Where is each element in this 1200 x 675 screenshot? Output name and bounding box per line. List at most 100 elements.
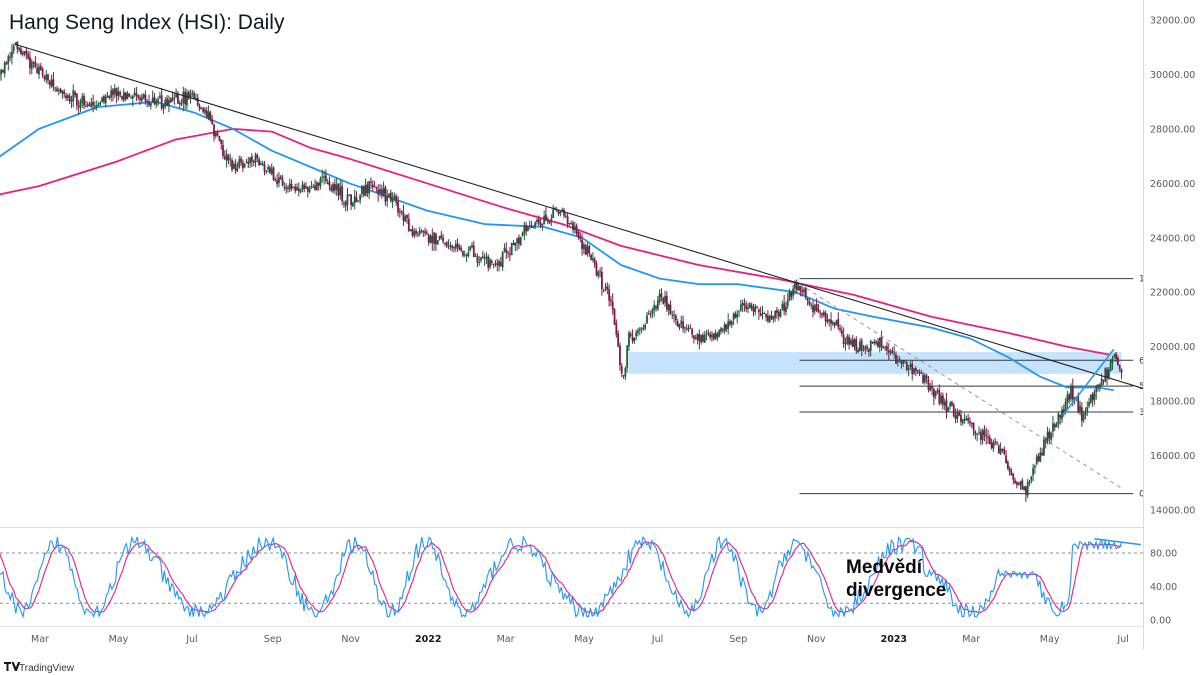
candle-body[interactable] (864, 346, 867, 350)
candle-body[interactable] (187, 91, 190, 99)
candle-body[interactable] (375, 186, 378, 189)
candle-body[interactable] (301, 184, 304, 190)
candle-body[interactable] (756, 306, 758, 308)
candle-body[interactable] (1066, 394, 1069, 403)
candle-body[interactable] (1057, 413, 1060, 425)
candle-body[interactable] (846, 336, 849, 344)
candle-body[interactable] (781, 304, 784, 310)
candle-body[interactable] (460, 248, 463, 251)
candle-body[interactable] (1052, 423, 1054, 432)
candle-body[interactable] (400, 211, 403, 213)
candle-body[interactable] (95, 105, 98, 107)
candle-body[interactable] (68, 95, 71, 101)
candle-body[interactable] (205, 110, 208, 118)
tradingview-logo[interactable]: TradingView (4, 662, 75, 674)
candle-body[interactable] (92, 101, 95, 106)
candle-body[interactable] (315, 182, 318, 190)
candle-body[interactable] (149, 102, 152, 107)
candle-body[interactable] (339, 187, 342, 196)
candle-body[interactable] (575, 225, 578, 234)
candle-body[interactable] (674, 315, 677, 321)
candle-body[interactable] (229, 159, 232, 161)
candle-body[interactable] (249, 157, 251, 164)
candle-body[interactable] (456, 243, 459, 248)
candle-body[interactable] (997, 445, 1000, 454)
candle-body[interactable] (617, 333, 620, 347)
candle-body[interactable] (902, 360, 905, 364)
candle-body[interactable] (314, 185, 316, 190)
candle-body[interactable] (231, 160, 233, 170)
candle-body[interactable] (79, 101, 82, 107)
candle-body[interactable] (599, 271, 601, 273)
candle-body[interactable] (56, 88, 58, 92)
candle-body[interactable] (514, 242, 517, 246)
candle-body[interactable] (943, 401, 946, 406)
candle-body[interactable] (548, 220, 551, 224)
candle-body[interactable] (914, 368, 917, 371)
candle-body[interactable] (45, 74, 48, 80)
candle-body[interactable] (682, 321, 684, 329)
candle-body[interactable] (157, 99, 159, 103)
candle-body[interactable] (377, 189, 380, 194)
candle-body[interactable] (435, 233, 437, 245)
candle-body[interactable] (99, 102, 102, 105)
candle-body[interactable] (1034, 465, 1036, 468)
candle-body[interactable] (954, 415, 957, 419)
candle-body[interactable] (602, 290, 605, 292)
candle-body[interactable] (1082, 414, 1085, 420)
candle-body[interactable] (124, 92, 127, 100)
candle-body[interactable] (449, 245, 452, 247)
candle-body[interactable] (790, 291, 793, 297)
candle-body[interactable] (635, 332, 638, 337)
candle-body[interactable] (887, 350, 890, 353)
candle-body[interactable] (350, 194, 353, 206)
candle-body[interactable] (615, 323, 618, 335)
candle-body[interactable] (81, 96, 84, 103)
candle-body[interactable] (265, 170, 268, 173)
candle-body[interactable] (393, 195, 396, 199)
candle-body[interactable] (440, 235, 443, 238)
candle-body[interactable] (696, 334, 699, 341)
candle-body[interactable] (1084, 412, 1087, 416)
candle-body[interactable] (287, 187, 289, 189)
candle-body[interactable] (875, 341, 878, 344)
candle-body[interactable] (198, 105, 201, 110)
candle-body[interactable] (579, 236, 582, 239)
candle-body[interactable] (566, 216, 569, 225)
candle-body[interactable] (956, 411, 959, 419)
candle-body[interactable] (546, 220, 549, 222)
candle-body[interactable] (552, 209, 555, 219)
stochastic-pane[interactable] (0, 535, 1143, 619)
candle-body[interactable] (39, 65, 42, 70)
candle-body[interactable] (160, 95, 163, 109)
candle-body[interactable] (815, 303, 818, 310)
candle-body[interactable] (1021, 480, 1024, 489)
candle-body[interactable] (398, 211, 401, 213)
candle-body[interactable] (819, 312, 822, 314)
candle-body[interactable] (970, 422, 973, 425)
candle-body[interactable] (1048, 431, 1051, 439)
candle-body[interactable] (207, 111, 210, 119)
candle-body[interactable] (886, 345, 888, 351)
candle-body[interactable] (1043, 438, 1045, 456)
candle-body[interactable] (1120, 368, 1123, 373)
candle-body[interactable] (718, 330, 721, 337)
candle-body[interactable] (608, 289, 611, 301)
candle-body[interactable] (985, 434, 988, 437)
candle-body[interactable] (523, 225, 526, 234)
candle-body[interactable] (698, 334, 701, 342)
candle-body[interactable] (656, 300, 659, 310)
candle-body[interactable] (581, 239, 583, 249)
candle-body[interactable] (665, 295, 668, 310)
divergence-line[interactable] (1094, 537, 1142, 546)
candle-body[interactable] (406, 214, 408, 218)
candle-body[interactable] (503, 247, 506, 251)
candle-body[interactable] (319, 178, 322, 186)
candle-body[interactable] (640, 327, 643, 329)
candle-body[interactable] (308, 188, 311, 192)
candle-body[interactable] (803, 289, 805, 292)
candle-body[interactable] (126, 93, 129, 100)
candle-body[interactable] (831, 322, 834, 324)
candle-body[interactable] (813, 305, 816, 312)
candle-body[interactable] (130, 97, 132, 99)
